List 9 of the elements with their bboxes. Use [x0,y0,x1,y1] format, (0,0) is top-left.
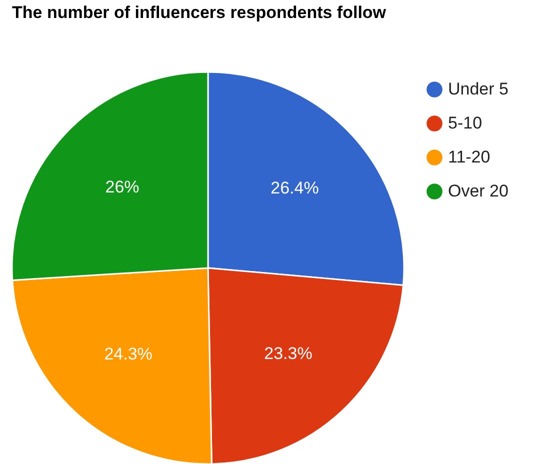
data-label: 26% [105,177,140,196]
legend-label: 5-10 [448,114,482,132]
legend-label: Under 5 [448,80,508,98]
chart-title: The number of influencers respondents follow [12,3,387,22]
data-label: 23.3% [264,344,312,363]
legend-label: 11-20 [448,148,490,166]
data-label: 24.3% [104,344,152,364]
data-label: 26.4% [270,178,319,198]
legend-label: Over 20 [448,182,508,200]
